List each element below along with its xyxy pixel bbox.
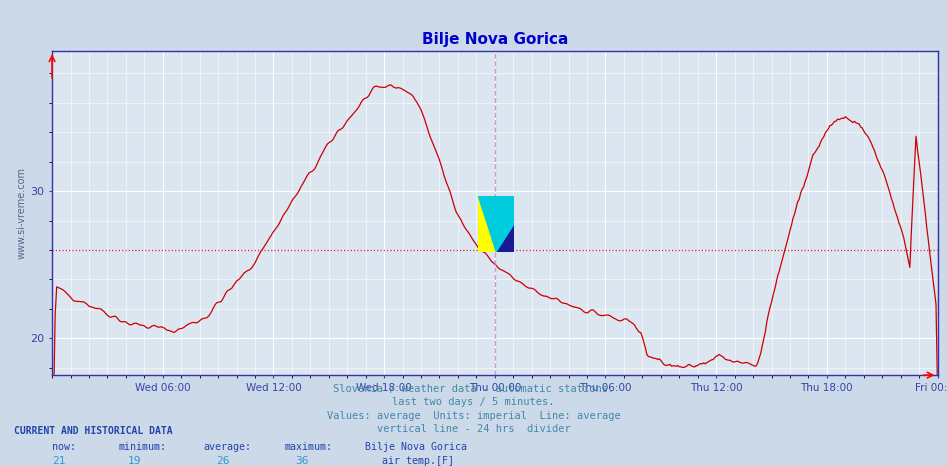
- Text: vertical line - 24 hrs  divider: vertical line - 24 hrs divider: [377, 424, 570, 433]
- Text: minimum:: minimum:: [118, 442, 167, 452]
- Polygon shape: [478, 196, 514, 252]
- Text: 36: 36: [295, 456, 309, 466]
- Text: average:: average:: [204, 442, 252, 452]
- Polygon shape: [478, 196, 496, 252]
- Text: 26: 26: [216, 456, 229, 466]
- Y-axis label: www.si-vreme.com: www.si-vreme.com: [16, 167, 27, 259]
- Text: Slovenia / weather data - automatic stations.: Slovenia / weather data - automatic stat…: [333, 384, 614, 394]
- Text: maximum:: maximum:: [284, 442, 332, 452]
- Text: now:: now:: [52, 442, 76, 452]
- Title: Bilje Nova Gorica: Bilje Nova Gorica: [421, 32, 568, 48]
- Text: 19: 19: [128, 456, 141, 466]
- Text: CURRENT AND HISTORICAL DATA: CURRENT AND HISTORICAL DATA: [14, 426, 173, 436]
- Text: last two days / 5 minutes.: last two days / 5 minutes.: [392, 397, 555, 407]
- Text: Values: average  Units: imperial  Line: average: Values: average Units: imperial Line: av…: [327, 411, 620, 420]
- Text: 21: 21: [52, 456, 65, 466]
- Text: air temp.[F]: air temp.[F]: [382, 456, 454, 466]
- Polygon shape: [496, 224, 514, 252]
- Text: Bilje Nova Gorica: Bilje Nova Gorica: [365, 442, 467, 452]
